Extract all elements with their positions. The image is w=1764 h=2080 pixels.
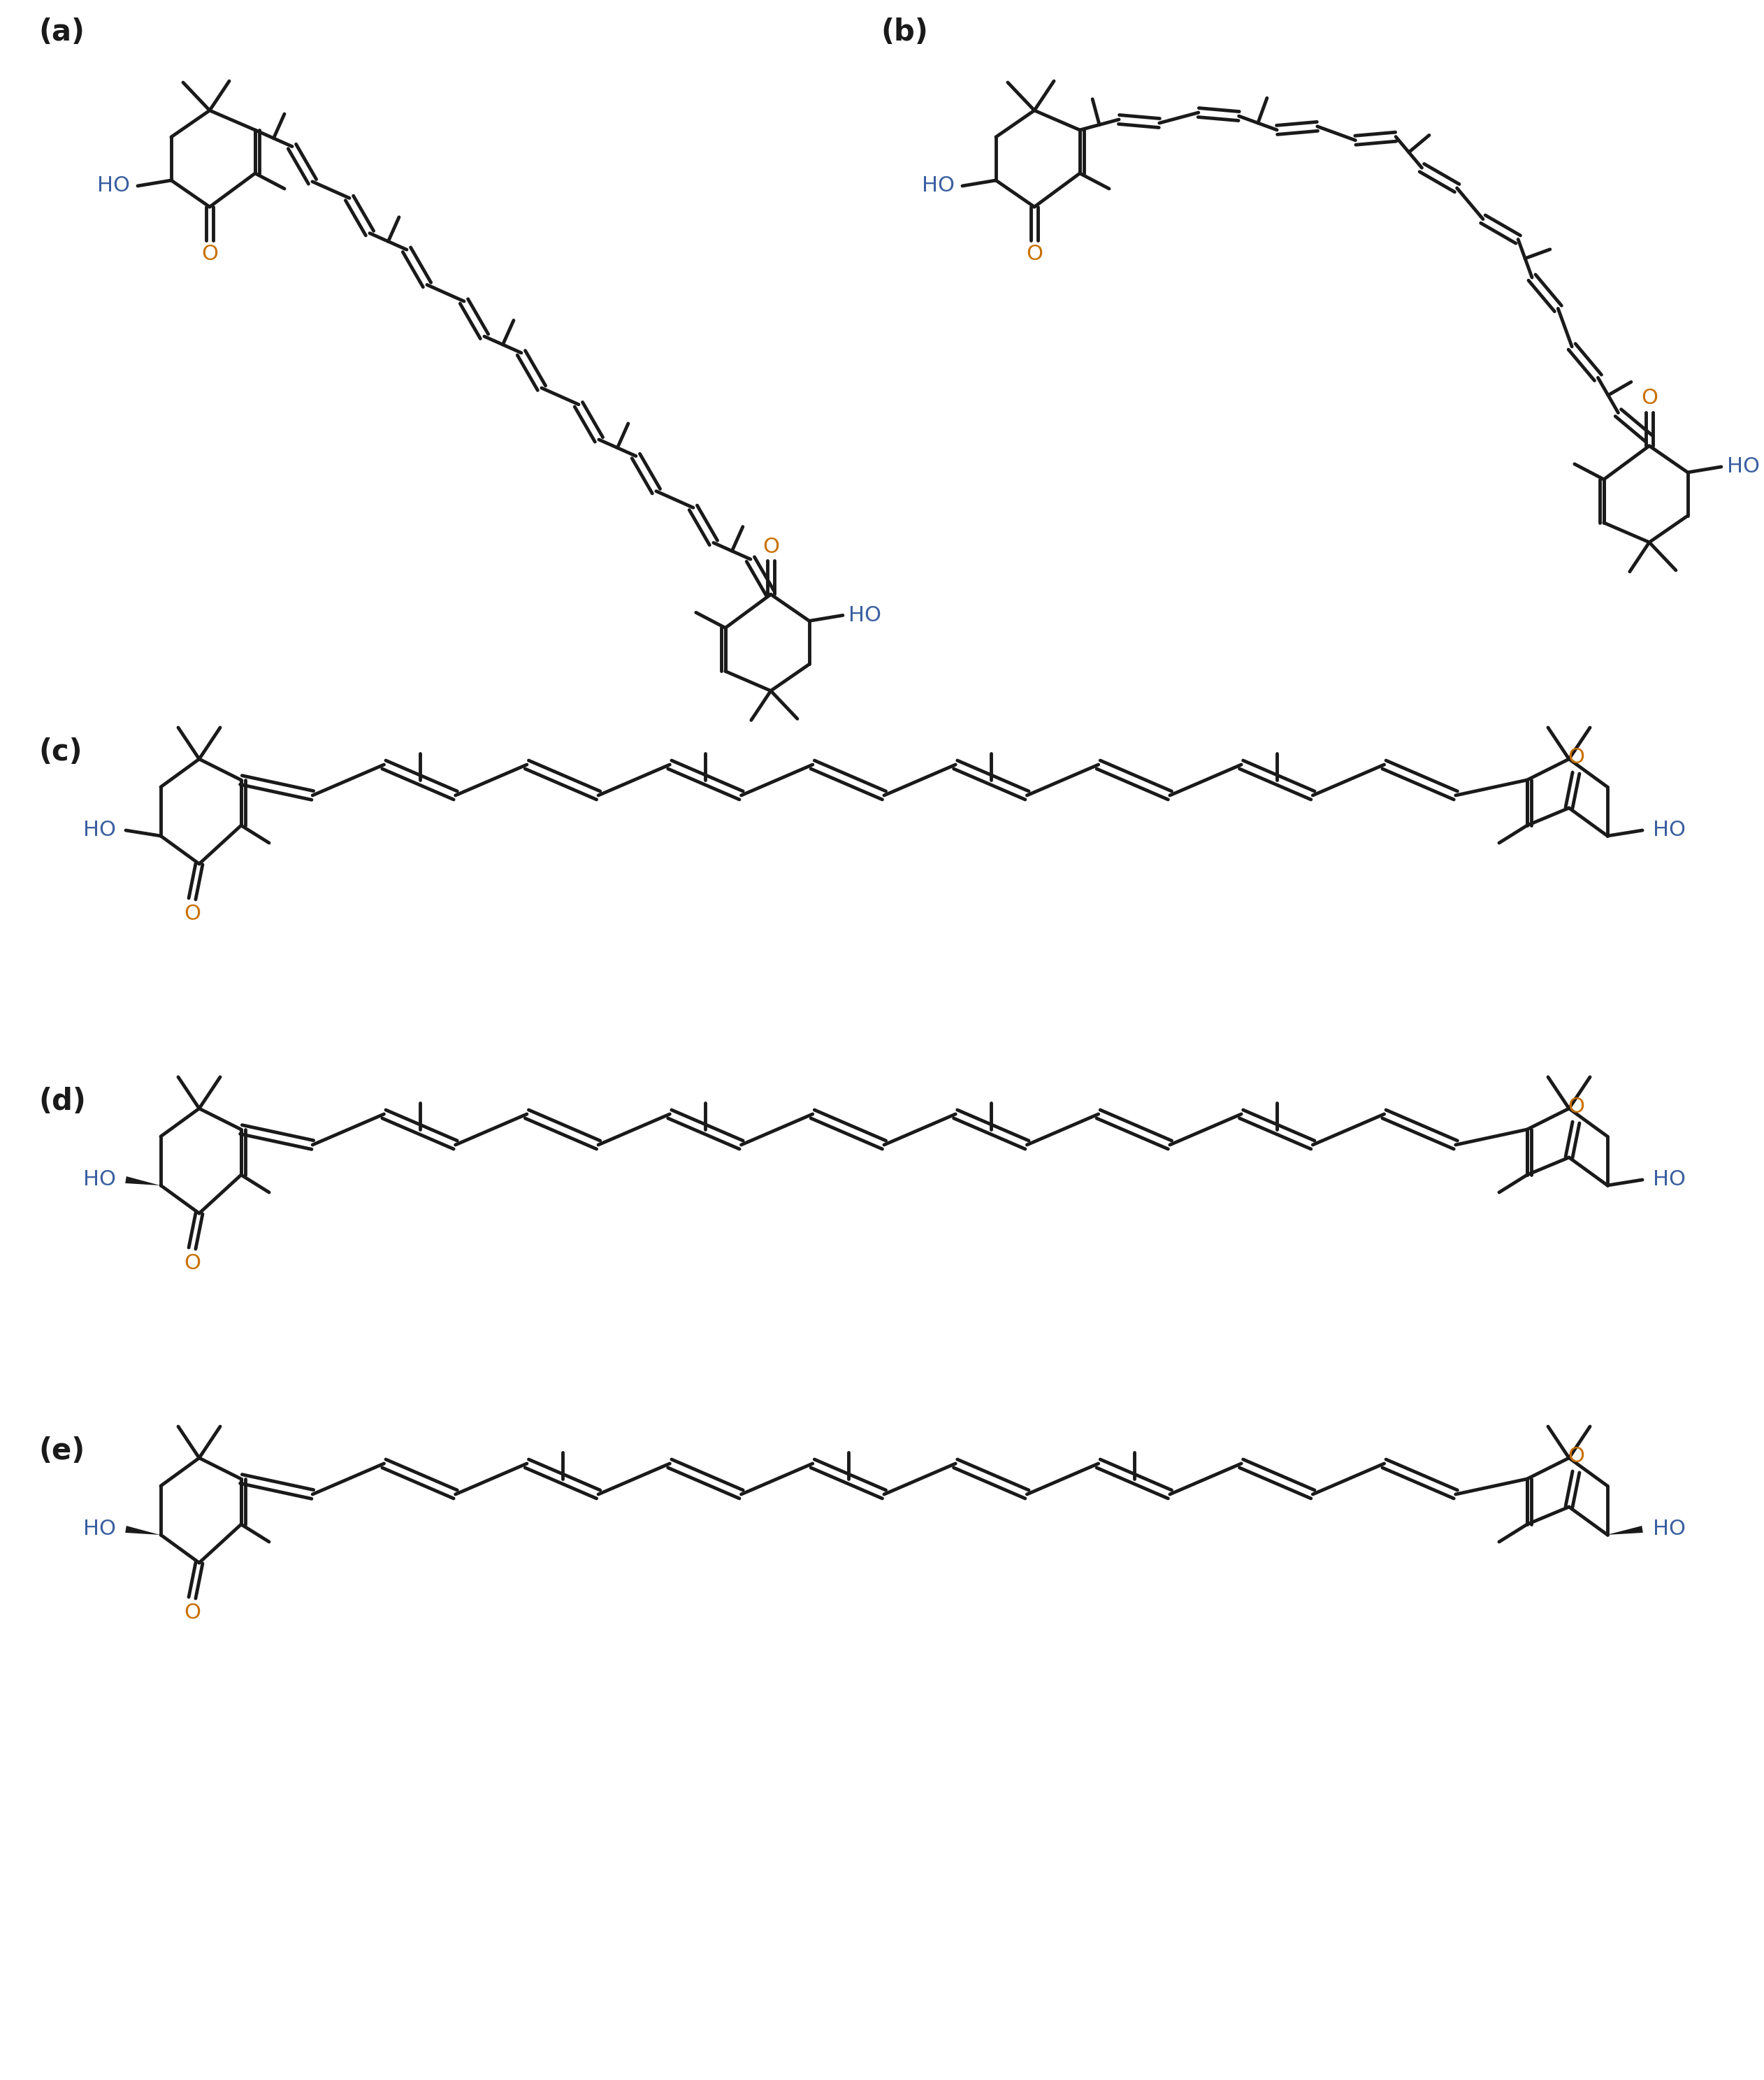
Text: HO: HO	[83, 1518, 116, 1539]
Text: O: O	[762, 537, 780, 557]
Text: O: O	[1641, 389, 1658, 408]
Text: O: O	[1027, 243, 1043, 264]
Text: HO: HO	[1727, 458, 1760, 476]
Text: HO: HO	[1653, 1169, 1685, 1190]
Text: O: O	[201, 243, 219, 264]
Text: HO: HO	[1653, 820, 1685, 840]
Polygon shape	[125, 1527, 161, 1535]
Text: (b): (b)	[880, 17, 928, 48]
Text: HO: HO	[83, 820, 116, 840]
Text: HO: HO	[1653, 1518, 1685, 1539]
Text: O: O	[183, 905, 201, 924]
Text: O: O	[1568, 1096, 1584, 1117]
Text: O: O	[183, 1604, 201, 1622]
Text: O: O	[1568, 747, 1584, 768]
Polygon shape	[125, 1177, 161, 1186]
Polygon shape	[1607, 1527, 1642, 1535]
Text: (d): (d)	[39, 1088, 86, 1117]
Text: HO: HO	[923, 177, 954, 196]
Text: (c): (c)	[39, 738, 83, 768]
Text: O: O	[1568, 1446, 1584, 1466]
Text: (e): (e)	[39, 1437, 85, 1466]
Text: HO: HO	[848, 605, 882, 626]
Text: O: O	[183, 1254, 201, 1273]
Text: HO: HO	[83, 1169, 116, 1190]
Text: HO: HO	[97, 177, 131, 196]
Text: (a): (a)	[39, 17, 85, 48]
